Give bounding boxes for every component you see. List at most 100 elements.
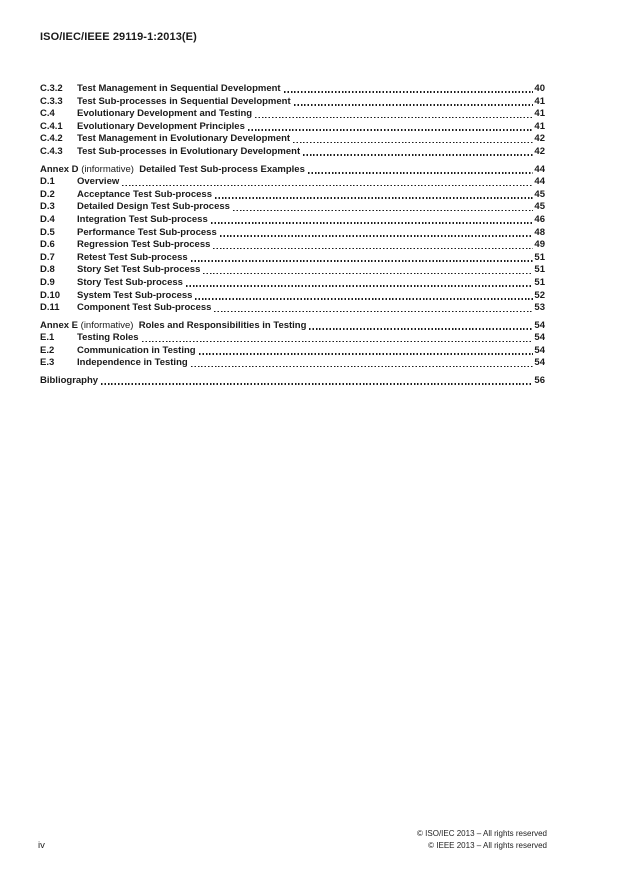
dot-leader xyxy=(213,247,534,250)
toc-page-number: 51 xyxy=(534,264,545,276)
toc-entry-title: Performance Test Sub-process xyxy=(77,226,217,238)
toc-page-number: 56 xyxy=(534,375,545,387)
dot-leader xyxy=(214,310,534,313)
dot-leader xyxy=(219,234,534,237)
toc-entry-title: Independence in Testing xyxy=(77,357,188,369)
toc-section-bibliography: Bibliography 56 xyxy=(40,375,545,388)
toc-row: C.4.1 Evolutionary Development Principles… xyxy=(40,121,545,134)
dot-leader xyxy=(283,91,534,93)
toc-entry-title: Story Set Test Sub-process xyxy=(77,264,201,276)
toc-row: D.7 Retest Test Sub-process 51 xyxy=(40,252,545,265)
toc-entry-number: D.9 xyxy=(40,276,55,288)
footer-copyright: © ISO/IEC 2013 – All rights reserved © I… xyxy=(417,828,547,851)
toc-row: E.2 Communication in Testing 54 xyxy=(40,345,545,358)
dot-leader xyxy=(307,171,534,174)
toc-entry-number: D.7 xyxy=(40,251,55,263)
toc-page-number: 46 xyxy=(534,213,545,225)
toc-entry-title: Test Management in Sequential Developmen… xyxy=(77,83,281,94)
toc: C.3.2 Test Management in Sequential Devel… xyxy=(40,83,545,393)
dot-leader xyxy=(303,154,534,156)
toc-page-number: 51 xyxy=(534,251,545,263)
dot-leader xyxy=(255,116,534,119)
toc-section-annex-d: Annex D (informative) Detailed Test Sub-… xyxy=(40,164,545,315)
toc-annex-title: Annex D (informative) Detailed Test Sub-… xyxy=(40,163,305,175)
toc-page-number: 40 xyxy=(534,83,545,94)
toc-entry-number: D.10 xyxy=(40,289,61,301)
toc-page-number: 44 xyxy=(534,163,545,175)
toc-page-number: 41 xyxy=(534,95,545,107)
toc-row: Bibliography 56 xyxy=(40,375,545,388)
toc-entry-number: E.1 xyxy=(40,332,55,344)
toc-entry-number: C.4.3 xyxy=(40,145,63,157)
toc-row: D.4 Integration Test Sub-process 46 xyxy=(40,214,545,227)
toc-page-number: 45 xyxy=(534,188,545,200)
toc-row: D.2 Acceptance Test Sub-process 45 xyxy=(40,189,545,202)
dot-leader xyxy=(198,353,534,355)
dot-leader xyxy=(210,222,534,224)
toc-entry-title: Test Sub-processes in Evolutionary Devel… xyxy=(77,145,301,157)
toc-page-number: 54 xyxy=(534,357,545,369)
toc-entry-title: Communication in Testing xyxy=(77,344,196,356)
toc-entry-title: Evolutionary Development and Testing xyxy=(77,108,253,120)
dot-leader xyxy=(232,209,534,212)
toc-entry-title: Acceptance Test Sub-process xyxy=(77,188,212,200)
toc-entry-number: D.8 xyxy=(40,264,55,276)
toc-page-number: 54 xyxy=(534,332,545,344)
toc-entry-number: C.4.2 xyxy=(40,133,63,145)
toc-page-number: 53 xyxy=(534,302,545,314)
dot-leader xyxy=(101,383,534,386)
dot-leader xyxy=(190,260,534,262)
toc-entry-number: D.2 xyxy=(40,188,55,200)
toc-page-number: 44 xyxy=(534,176,545,188)
toc-entry-title: Testing Roles xyxy=(77,332,139,344)
toc-entry-title: System Test Sub-process xyxy=(77,289,193,301)
dot-leader xyxy=(309,328,534,330)
toc-row: E.1 Testing Roles 54 xyxy=(40,332,545,345)
toc-page-number: 49 xyxy=(534,239,545,251)
toc-entry-title: Detailed Design Test Sub-process xyxy=(77,201,230,213)
toc-row: C.3.2 Test Management in Sequential Devel… xyxy=(40,83,545,96)
dot-leader xyxy=(247,129,534,131)
toc-page-number: 41 xyxy=(534,120,545,132)
dot-leader xyxy=(141,340,534,343)
toc-entry-number: D.5 xyxy=(40,226,55,238)
dot-leader xyxy=(185,285,534,287)
toc-entry-title: Retest Test Sub-process xyxy=(77,251,188,263)
toc-annex-row: Annex D (informative) Detailed Test Sub-… xyxy=(40,164,545,177)
toc-row: D.10 System Test Sub-process 52 xyxy=(40,290,545,303)
toc-entry-title: Regression Test Sub-process xyxy=(77,239,211,251)
toc-row: D.9 Story Test Sub-process 51 xyxy=(40,277,545,290)
toc-row: D.8 Story Set Test Sub-process 51 xyxy=(40,264,545,277)
dot-leader xyxy=(293,104,534,106)
toc-entry-title: Overview xyxy=(77,176,120,188)
toc-entry-number: E.3 xyxy=(40,357,55,369)
dot-leader xyxy=(293,141,534,144)
toc-entry-title: Test Management in Evolutionary Developm… xyxy=(77,133,291,145)
toc-entry-title: Component Test Sub-process xyxy=(77,302,212,314)
toc-row: C.3.3 Test Sub-processes in Sequential De… xyxy=(40,96,545,109)
toc-page-number: 54 xyxy=(534,344,545,356)
toc-entry-number: D.11 xyxy=(40,302,60,314)
toc-entry-number: C.3.3 xyxy=(40,95,63,107)
toc-entry-title: Integration Test Sub-process xyxy=(77,213,208,225)
toc-annex-row: Annex E (informative) Roles and Responsi… xyxy=(40,320,545,333)
toc-page-number: 52 xyxy=(534,289,545,301)
toc-page-number: 42 xyxy=(534,133,545,145)
dot-leader xyxy=(122,184,534,187)
toc-plain-title: Bibliography xyxy=(40,375,99,387)
toc-page-number: 51 xyxy=(534,276,545,288)
toc-entry-title: Story Test Sub-process xyxy=(77,276,183,288)
toc-page-number: 48 xyxy=(534,226,545,238)
toc-row: D.3 Detailed Design Test Sub-process 45 xyxy=(40,201,545,214)
copyright-iso-line: © ISO/IEC 2013 – All rights reserved xyxy=(417,829,547,838)
toc-row: C.4.3 Test Sub-processes in Evolutionary … xyxy=(40,146,545,159)
toc-row: D.1 Overview 44 xyxy=(40,176,545,189)
dot-leader xyxy=(214,197,534,199)
toc-entry-number: C.4 xyxy=(40,108,55,120)
toc-section-annex-e: Annex E (informative) Roles and Responsi… xyxy=(40,320,545,370)
toc-page-number: 41 xyxy=(534,108,545,120)
toc-row: D.6 Regression Test Sub-process 49 xyxy=(40,239,545,252)
toc-row: C.4 Evolutionary Development and Testing 4… xyxy=(40,108,545,121)
toc-section-annex-c-continued: C.3.2 Test Management in Sequential Devel… xyxy=(40,83,545,159)
toc-entry-number: D.6 xyxy=(40,239,55,251)
